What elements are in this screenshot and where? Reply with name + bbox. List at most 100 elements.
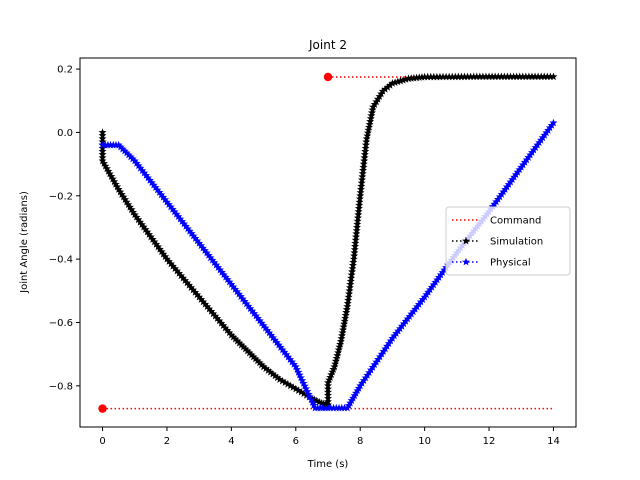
simulation-marker bbox=[345, 283, 354, 292]
simulation-marker bbox=[179, 273, 188, 282]
simulation-marker bbox=[312, 396, 321, 405]
physical-marker bbox=[299, 379, 308, 387]
simulation-marker bbox=[324, 394, 332, 402]
simulation-marker bbox=[251, 354, 260, 363]
physical-marker bbox=[134, 161, 143, 170]
simulation-marker bbox=[351, 235, 360, 244]
simulation-marker bbox=[358, 172, 367, 181]
simulation-marker bbox=[549, 72, 558, 81]
simulation-marker bbox=[351, 239, 360, 247]
simulation-marker bbox=[136, 217, 145, 226]
command-marker bbox=[323, 72, 333, 82]
command-marker bbox=[98, 404, 107, 413]
simulation-marker bbox=[426, 72, 435, 81]
chart-title: Joint 2 bbox=[308, 38, 347, 52]
x-tick-label: 10 bbox=[418, 436, 431, 447]
simulation-marker bbox=[157, 247, 166, 256]
simulation-marker bbox=[342, 308, 351, 316]
physical-marker bbox=[265, 328, 274, 337]
x-tick-label: 4 bbox=[228, 436, 234, 447]
x-axis-label: Time (s) bbox=[307, 459, 349, 470]
physical-marker bbox=[142, 171, 151, 179]
simulation-marker bbox=[324, 384, 332, 393]
simulation-marker bbox=[333, 351, 342, 359]
simulation-marker bbox=[348, 261, 357, 269]
simulation-marker bbox=[351, 242, 360, 250]
simulation-marker bbox=[335, 342, 344, 351]
physical-marker bbox=[138, 166, 147, 175]
simulation-marker bbox=[207, 307, 216, 315]
simulation-marker bbox=[346, 277, 355, 285]
physical-marker bbox=[170, 207, 179, 216]
x-tick-label: 6 bbox=[293, 436, 299, 447]
simulation-marker bbox=[345, 286, 354, 295]
physical-marker bbox=[296, 373, 305, 382]
physical-marker bbox=[216, 265, 224, 274]
physical-marker bbox=[193, 236, 202, 245]
y-tick-label: −0.6 bbox=[49, 318, 73, 329]
simulation-marker bbox=[361, 140, 370, 149]
simulation-marker bbox=[166, 259, 175, 268]
simulation-marker bbox=[215, 316, 224, 325]
simulation-marker bbox=[451, 72, 460, 81]
simulation-marker bbox=[201, 300, 210, 308]
simulation-marker bbox=[281, 378, 290, 387]
simulation-marker bbox=[159, 250, 168, 258]
simulation-marker bbox=[348, 264, 357, 273]
simulation-marker bbox=[336, 340, 345, 348]
simulation-marker bbox=[415, 73, 424, 81]
simulation-marker bbox=[134, 215, 143, 224]
physical-marker bbox=[136, 164, 145, 172]
physical-marker bbox=[269, 333, 278, 342]
simulation-marker bbox=[448, 72, 457, 81]
simulation-marker bbox=[264, 366, 273, 374]
simulation-marker bbox=[339, 325, 348, 334]
simulation-marker bbox=[367, 108, 376, 117]
physical-marker bbox=[286, 355, 295, 363]
simulation-marker bbox=[546, 72, 555, 81]
simulation-marker bbox=[191, 288, 200, 296]
simulation-marker bbox=[435, 72, 444, 81]
simulation-marker bbox=[412, 73, 421, 82]
physical-marker bbox=[157, 190, 166, 199]
simulation-marker bbox=[354, 207, 363, 216]
simulation-marker bbox=[219, 321, 228, 330]
simulation-marker bbox=[102, 164, 111, 173]
y-tick-label: −0.2 bbox=[49, 191, 73, 202]
simulation-marker bbox=[297, 387, 306, 396]
simulation-marker bbox=[515, 72, 524, 81]
physical-marker bbox=[229, 282, 238, 291]
legend-label-physical: Physical bbox=[490, 258, 531, 269]
simulation-marker bbox=[217, 319, 226, 327]
simulation-marker bbox=[407, 74, 416, 82]
simulation-marker bbox=[521, 72, 530, 81]
simulation-marker bbox=[359, 166, 368, 174]
simulation-marker bbox=[518, 72, 527, 81]
simulation-marker bbox=[340, 319, 349, 328]
simulation-marker bbox=[331, 359, 340, 368]
physical-marker bbox=[116, 142, 125, 151]
simulation-marker bbox=[315, 397, 324, 406]
simulation-marker bbox=[445, 72, 454, 81]
simulation-marker bbox=[349, 258, 358, 266]
physical-marker bbox=[246, 304, 255, 313]
simulation-marker bbox=[366, 114, 375, 123]
simulation-marker bbox=[356, 185, 365, 193]
simulation-marker bbox=[331, 356, 340, 365]
physical-marker bbox=[130, 156, 139, 165]
physical-marker bbox=[114, 140, 123, 149]
simulation-marker bbox=[391, 78, 400, 86]
simulation-marker bbox=[110, 177, 119, 186]
simulation-marker bbox=[361, 144, 370, 152]
simulation-marker bbox=[291, 384, 300, 393]
simulation-marker bbox=[241, 344, 250, 353]
simulation-marker bbox=[173, 266, 182, 275]
physical-marker bbox=[159, 193, 168, 201]
simulation-marker bbox=[491, 72, 500, 81]
simulation-marker bbox=[121, 195, 130, 203]
simulation-marker bbox=[509, 72, 518, 81]
physical-marker bbox=[238, 294, 247, 303]
simulation-marker bbox=[454, 72, 463, 81]
simulation-marker bbox=[337, 331, 346, 340]
